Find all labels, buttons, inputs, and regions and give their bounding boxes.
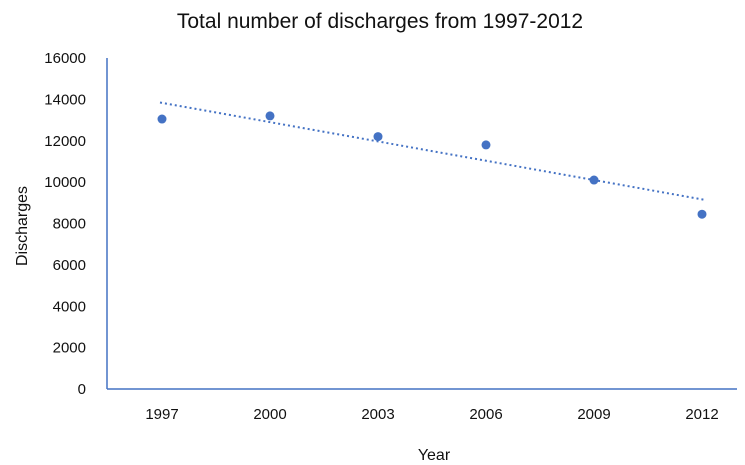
y-tick-label: 16000 — [44, 50, 86, 67]
plot-area: 0 2000 4000 6000 8000 10000 12000 14000 16000 199… — [44, 50, 737, 423]
y-tick-label: 12000 — [44, 133, 86, 150]
y-axis-label: Discharges — [14, 186, 31, 266]
y-tick-label: 2000 — [53, 340, 86, 357]
data-point — [265, 111, 275, 121]
data-point — [373, 132, 383, 142]
y-tick-label: 6000 — [53, 257, 86, 274]
data-point — [697, 209, 707, 219]
chart-title: Total number of discharges from 1997-201… — [177, 10, 583, 33]
y-tick-label: 14000 — [44, 91, 86, 108]
y-tick-label: 0 — [78, 381, 86, 398]
data-point — [157, 114, 167, 124]
x-tick-label: 2009 — [577, 406, 610, 423]
x-tick-label: 2012 — [685, 406, 718, 423]
x-tick-label: 2006 — [469, 406, 502, 423]
data-point — [481, 140, 491, 150]
data-point — [589, 175, 599, 185]
y-tick-label: 8000 — [53, 216, 86, 233]
x-tick-label: 1997 — [145, 406, 178, 423]
y-tick-label: 4000 — [53, 298, 86, 315]
trendline — [159, 101, 705, 201]
x-tick-label: 2003 — [361, 406, 394, 423]
y-tick-label: 10000 — [44, 174, 86, 191]
x-tick-label: 2000 — [253, 406, 286, 423]
x-axis-label: Year — [418, 447, 451, 464]
